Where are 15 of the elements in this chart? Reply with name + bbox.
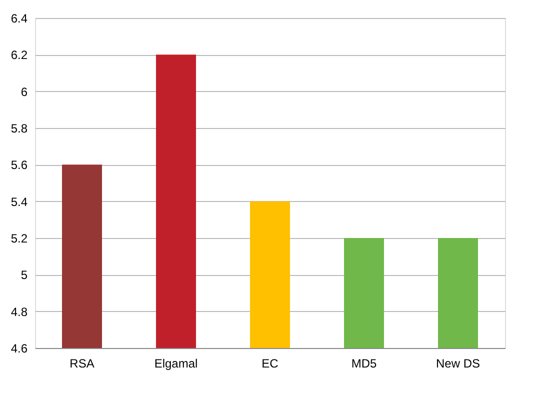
x-tick-label: MD5 xyxy=(351,356,377,370)
y-tick-label: 6 xyxy=(20,84,28,99)
y-tick-label: 6.4 xyxy=(10,12,28,26)
y-tick-label: 5 xyxy=(20,268,28,282)
x-tick-label: RSA xyxy=(70,356,94,370)
y-tick-label: 5.8 xyxy=(10,122,28,136)
x-tick-label: New DS xyxy=(436,356,480,370)
x-tick-label: Elgamal xyxy=(154,356,198,370)
y-tick-label: 5.2 xyxy=(10,232,28,246)
y-tick-label: 6.2 xyxy=(10,48,28,62)
x-tick-label: EC xyxy=(262,356,279,370)
y-tick-label: 4.6 xyxy=(10,342,28,356)
y-tick-label: 5.6 xyxy=(10,158,28,172)
y-tick-label: 4.8 xyxy=(10,304,28,319)
y-tick-label: 5.4 xyxy=(10,194,28,209)
